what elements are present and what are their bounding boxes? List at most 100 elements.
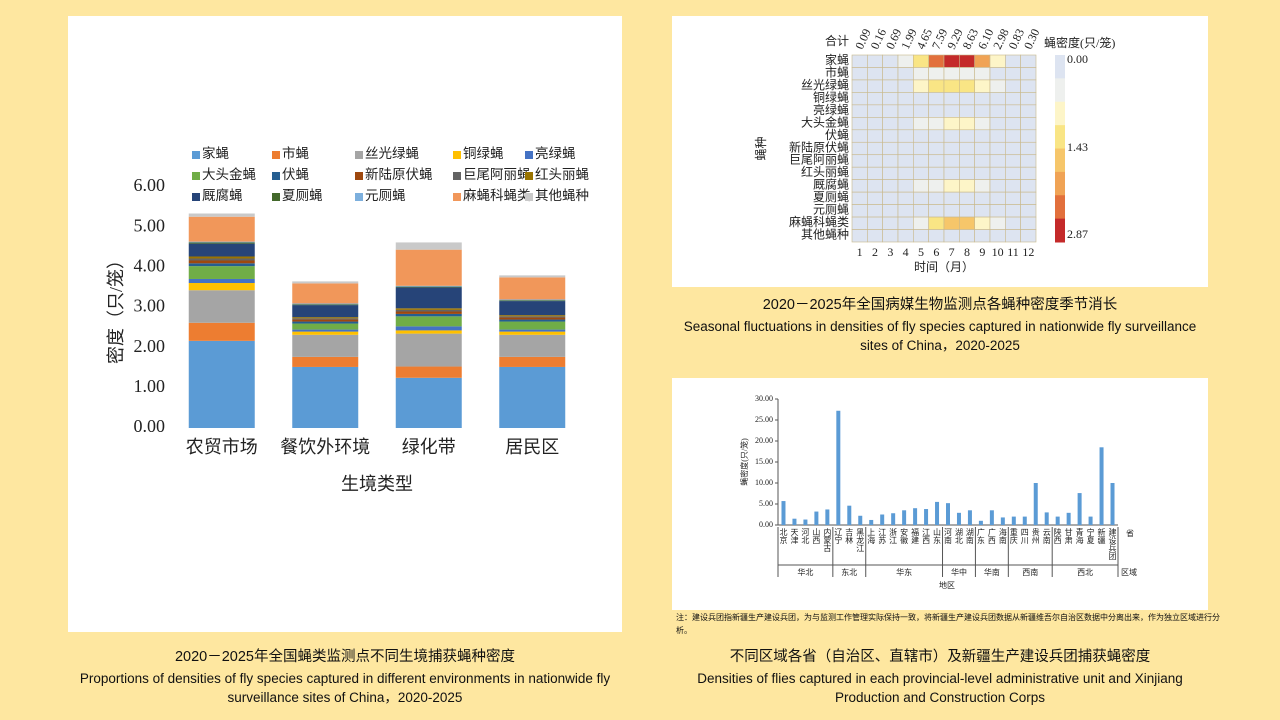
legend-swatch <box>192 151 200 159</box>
heatmap-cell <box>1020 191 1037 205</box>
row-label: 其他蝇种 <box>801 228 849 242</box>
bar-segment <box>395 285 462 287</box>
heatmap-cell <box>913 67 929 81</box>
bar-segment <box>292 356 359 367</box>
heatmap-cell <box>913 154 929 168</box>
row-label: 红头丽蝇 <box>801 164 849 179</box>
legend-swatch <box>355 172 363 180</box>
x-axis-title: 生境类型 <box>341 474 413 494</box>
x-tick-label: 内蒙古 <box>823 527 832 553</box>
heatmap-cell <box>897 154 914 168</box>
bar-segment <box>499 275 566 278</box>
bar <box>1110 483 1115 525</box>
y-axis-title: 密度（只/笼） <box>106 251 126 364</box>
heatmap-cell <box>897 67 914 81</box>
colorbar-block <box>1055 171 1065 196</box>
bar <box>1099 447 1104 525</box>
heatmap-cell <box>867 216 883 230</box>
x-tick-label: 陕西 <box>1053 527 1062 545</box>
heatmap-cell <box>851 191 868 205</box>
legend-swatch <box>272 172 280 180</box>
heatmap-cell <box>867 229 883 243</box>
heatmap-cell <box>943 166 960 180</box>
bar <box>956 512 961 525</box>
bar <box>803 519 808 525</box>
x-tick-label: 江苏 <box>878 528 887 545</box>
heatmap-cell <box>928 104 945 118</box>
y-tick-label: 0.00 <box>759 520 773 529</box>
heatmap-cell <box>989 92 1006 106</box>
heatmap-cell <box>851 141 868 156</box>
bar <box>792 518 797 525</box>
heatmap-cell <box>897 179 914 193</box>
bar-segment <box>292 281 359 284</box>
bar-segment <box>188 322 255 341</box>
heatmap-cell <box>928 154 945 168</box>
x-tick-label: 辽宁 <box>834 528 843 544</box>
bar <box>1011 516 1016 525</box>
row-label: 铜绿蝇 <box>813 89 849 104</box>
heatmap-cell <box>913 141 929 156</box>
x-tick-label: 福建 <box>911 528 920 545</box>
bar-segment <box>188 282 255 291</box>
bar-segment <box>188 213 255 217</box>
bar-segment <box>499 317 566 320</box>
heatmap-cell <box>897 229 914 243</box>
bar <box>913 508 918 525</box>
bar-segment <box>395 242 462 250</box>
x-tick-label: 居民区 <box>505 437 559 457</box>
x-tick-label: 河北 <box>801 527 810 545</box>
heatmap-cell <box>943 117 960 131</box>
bar <box>869 519 874 525</box>
colorbar-block <box>1055 125 1065 149</box>
group-label: 西北 <box>1077 568 1093 577</box>
heatmap-cell <box>974 92 991 106</box>
bar-segment <box>188 241 255 243</box>
heatmap-cell <box>867 92 883 106</box>
x-tick-label: 青海 <box>1075 527 1084 545</box>
heatmap-cell <box>928 117 945 131</box>
y-tick-label: 5.00 <box>759 499 773 508</box>
heatmap-cell <box>974 166 991 180</box>
bar-segment <box>499 300 566 302</box>
bar <box>1066 512 1071 525</box>
row-label: 新陆原伏蝇 <box>789 139 849 154</box>
heatmap-cell <box>959 104 975 118</box>
heatmap-cell <box>974 179 991 193</box>
x-tick-label: 海南 <box>998 527 1007 544</box>
bar-segment <box>292 283 359 304</box>
heatmap-cell <box>928 204 945 218</box>
heatmap-cell <box>897 216 914 230</box>
heatmap-cell <box>913 92 929 106</box>
heatmap-cell <box>882 92 899 106</box>
heatmap-cell <box>897 166 914 180</box>
heatmap-cell <box>943 204 960 218</box>
bar <box>902 510 907 525</box>
x-tick-label: 重庆 <box>1009 527 1018 545</box>
heatmap-cell <box>928 129 945 143</box>
x-axis-title: 地区 <box>939 580 955 590</box>
heatmap-cell <box>851 67 868 81</box>
y-tick-label: 3.00 <box>134 296 166 316</box>
heatmap-cell <box>1020 117 1037 131</box>
x-tick-label: 广东 <box>976 527 985 544</box>
y-tick-label: 10.00 <box>755 478 773 487</box>
bar <box>1088 516 1093 525</box>
row-label: 元厕蝇 <box>813 203 849 217</box>
heatmap-cell <box>897 129 914 143</box>
x-tick-label: 北京 <box>779 528 788 545</box>
bar-segment <box>292 321 359 324</box>
bar-segment <box>499 315 566 317</box>
heatmap-cell <box>851 129 868 143</box>
heatmap-cell <box>959 204 975 218</box>
heatmap-cell <box>851 79 868 93</box>
bar-segment <box>188 243 255 257</box>
x-tick-label: 浙江 <box>889 527 898 545</box>
heatmap-cell <box>1005 191 1021 205</box>
totals-title: 合计 <box>825 33 849 48</box>
bar <box>847 505 852 525</box>
legend-swatch <box>525 193 533 201</box>
column-label: 3 <box>887 245 893 259</box>
colorbar-tick-label: 2.87 <box>1067 227 1088 241</box>
heatmap-cell <box>989 179 1006 193</box>
